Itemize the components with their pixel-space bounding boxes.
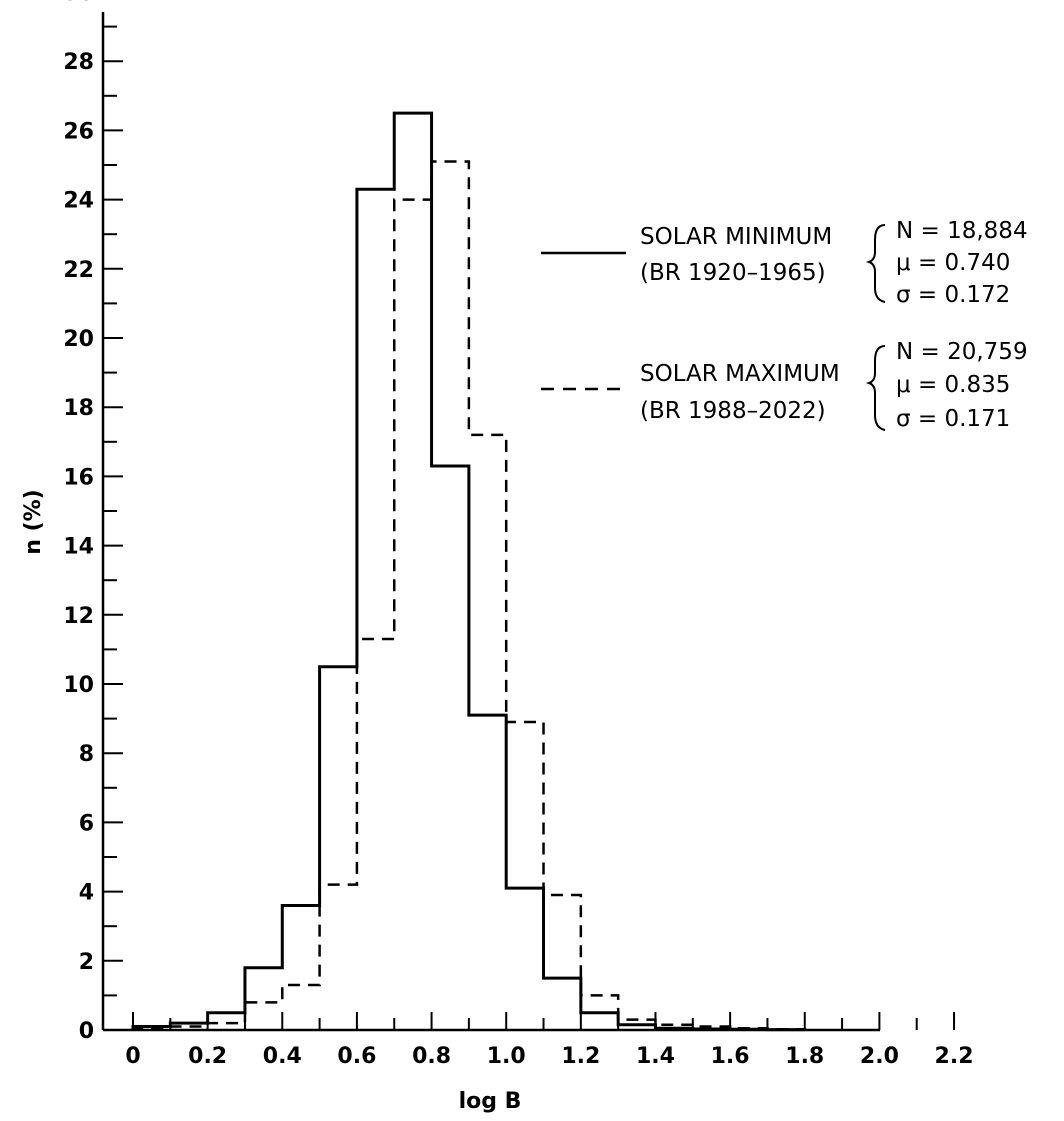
x-tick-label: 1.0 xyxy=(487,1044,526,1069)
legend-entry-solar-minimum: SOLAR MINIMUM (BR 1920–1965) N = 18,884 … xyxy=(541,218,1028,308)
x-axis-label: log B xyxy=(459,1089,522,1114)
x-axis-ticks: 0 0.2 0.4 0.6 0.8 1.0 1.2 1.4 1.6 1.8 2.0 2.2 xyxy=(125,1012,974,1069)
y-tick-label: 12 xyxy=(63,604,94,629)
y-axis-label: n (%) xyxy=(21,489,46,554)
stat-mu-solar-maximum: μ = 0.835 xyxy=(896,372,1010,398)
y-tick-label: 6 xyxy=(79,811,94,836)
x-tick-label: 0.8 xyxy=(412,1044,451,1069)
y-tick-label: 4 xyxy=(79,881,94,906)
legend-period-solar-maximum: (BR 1988–2022) xyxy=(640,398,826,424)
series-solar-maximum-outline xyxy=(131,160,807,1031)
y-tick-label: 8 xyxy=(79,742,94,767)
legend-label-solar-maximum: SOLAR MAXIMUM xyxy=(640,361,840,387)
y-tick-label: 26 xyxy=(63,119,94,144)
y-tick-label: 22 xyxy=(63,258,94,283)
y-tick-label: 10 xyxy=(63,673,94,698)
x-tick-label: 1.6 xyxy=(711,1044,750,1069)
y-tick-label: 0 xyxy=(79,1019,94,1044)
legend-period-solar-minimum: (BR 1920–1965) xyxy=(640,260,826,286)
axes xyxy=(101,12,880,1032)
x-tick-label: 2.0 xyxy=(860,1044,899,1069)
x-tick-label: 0.6 xyxy=(337,1044,376,1069)
brace-solar-minimum xyxy=(865,224,886,303)
x-tick-label: 0.4 xyxy=(263,1044,302,1069)
x-tick-label: 0.2 xyxy=(188,1044,227,1069)
y-tick-label: 24 xyxy=(63,189,94,214)
y-tick-label: 20 xyxy=(63,327,94,352)
y-tick-label: 16 xyxy=(63,465,94,490)
series-layer xyxy=(131,111,807,1032)
x-tick-label: 1.4 xyxy=(636,1044,675,1069)
x-tick-label: 1.8 xyxy=(785,1044,824,1069)
y-tick-label: 28 xyxy=(63,50,94,75)
x-tick-label: 1.2 xyxy=(561,1044,600,1069)
stat-sigma-solar-maximum: σ = 0.171 xyxy=(896,406,1010,432)
y-axis-ticks: 024681012141618202224262830 xyxy=(63,0,123,1044)
stat-n-solar-minimum: N = 18,884 xyxy=(896,218,1028,244)
legend-entry-solar-maximum: SOLAR MAXIMUM (BR 1988–2022) N = 20,759 … xyxy=(541,339,1028,432)
legend-label-solar-minimum: SOLAR MINIMUM xyxy=(640,224,832,250)
x-tick-label: 2.2 xyxy=(935,1044,974,1069)
y-tick-label: 18 xyxy=(63,396,94,421)
series-solar-minimum-outline xyxy=(131,111,807,1032)
brace-solar-maximum xyxy=(865,345,886,431)
stat-n-solar-maximum: N = 20,759 xyxy=(896,339,1028,365)
y-tick-label: 2 xyxy=(79,950,94,975)
stat-mu-solar-minimum: μ = 0.740 xyxy=(896,250,1010,276)
stat-sigma-solar-minimum: σ = 0.172 xyxy=(896,282,1010,308)
y-tick-label: 14 xyxy=(63,535,94,560)
y-tick-label: 30 xyxy=(63,0,94,6)
x-tick-label: 0 xyxy=(125,1044,140,1069)
